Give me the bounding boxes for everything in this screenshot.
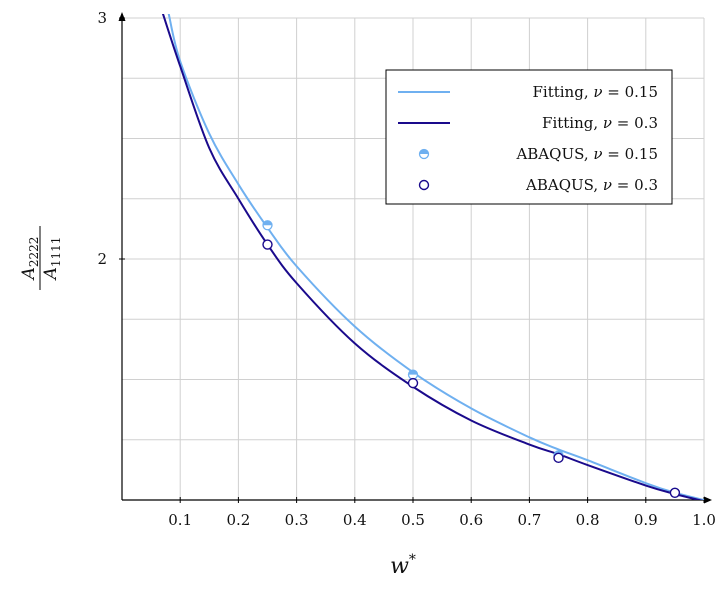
x-axis-title-base: w	[390, 554, 409, 579]
legend-label-nu: ν	[593, 145, 602, 163]
y-axis-title-denominator: A1111	[41, 237, 63, 282]
legend-label-value: = 0.15	[602, 83, 658, 101]
series-point-0-half	[408, 370, 418, 375]
x-tick-label: 0.3	[285, 511, 309, 529]
legend-label-prefix: Fitting,	[542, 114, 603, 132]
legend-label: Fitting, ν = 0.15	[533, 83, 659, 101]
y-tick-label: 2	[97, 250, 107, 268]
x-tick-label: 0.2	[226, 511, 250, 529]
legend-label-prefix: ABAQUS,	[515, 145, 593, 163]
y-title-num-sub: 2222	[27, 237, 41, 268]
x-tick-label: 0.4	[343, 511, 367, 529]
series-point-1	[669, 487, 681, 498]
y-axis-arrow-icon	[118, 12, 126, 21]
x-axis-arrow-icon	[704, 496, 712, 504]
plot-area	[161, 14, 705, 500]
legend-label: ABAQUS, ν = 0.15	[515, 145, 658, 163]
legend-label-value: = 0.3	[612, 114, 658, 132]
legend-label-nu: ν	[593, 83, 602, 101]
x-tick-label: 0.5	[401, 511, 425, 529]
legend-label-prefix: Fitting,	[533, 83, 594, 101]
legend-swatch-marker	[418, 148, 430, 160]
series-point-1	[407, 377, 419, 389]
legend-label: Fitting, ν = 0.3	[542, 114, 658, 132]
y-title-den-sub: 1111	[49, 237, 63, 268]
legend-label-prefix: ABAQUS,	[525, 176, 603, 194]
y-tick-labels: 23	[97, 9, 107, 268]
legend-swatch-marker	[418, 179, 430, 191]
axes	[118, 12, 712, 504]
x-tick-labels: 0.1 0.2 0.3 0.4 0.5 0.6 0.7 0.8 0.9 1.0	[168, 511, 716, 529]
y-axis-title: A2222 A1111	[19, 226, 63, 290]
legend-label-nu: ν	[603, 176, 612, 194]
x-tick-label: 0.1	[168, 511, 192, 529]
series-point-0	[407, 369, 419, 380]
legend-label-nu: ν	[603, 114, 612, 132]
x-axis-title: w*	[390, 552, 416, 579]
legend-swatch-marker-half	[419, 149, 429, 154]
series-line-1	[161, 14, 704, 500]
x-tick-label: 0.8	[576, 511, 600, 529]
x-tick-label: 1.0	[692, 511, 716, 529]
x-tick-label: 0.7	[517, 511, 541, 529]
y-title-den-base: A	[41, 267, 61, 281]
series-point-0	[262, 220, 273, 231]
x-axis-title-sup: *	[409, 552, 416, 568]
series-point-1	[262, 239, 273, 250]
legend-label-value: = 0.3	[612, 176, 658, 194]
y-axis-title-numerator: A2222	[19, 237, 41, 282]
legend-label-value: = 0.15	[602, 145, 658, 163]
series-point-0-half	[263, 220, 272, 226]
x-tick-label: 0.9	[634, 511, 658, 529]
y-tick-label: 3	[97, 9, 107, 27]
y-title-num-base: A	[19, 267, 39, 281]
legend-label: ABAQUS, ν = 0.3	[525, 176, 658, 194]
series-point-1	[553, 452, 564, 464]
x-tick-label: 0.6	[459, 511, 483, 529]
